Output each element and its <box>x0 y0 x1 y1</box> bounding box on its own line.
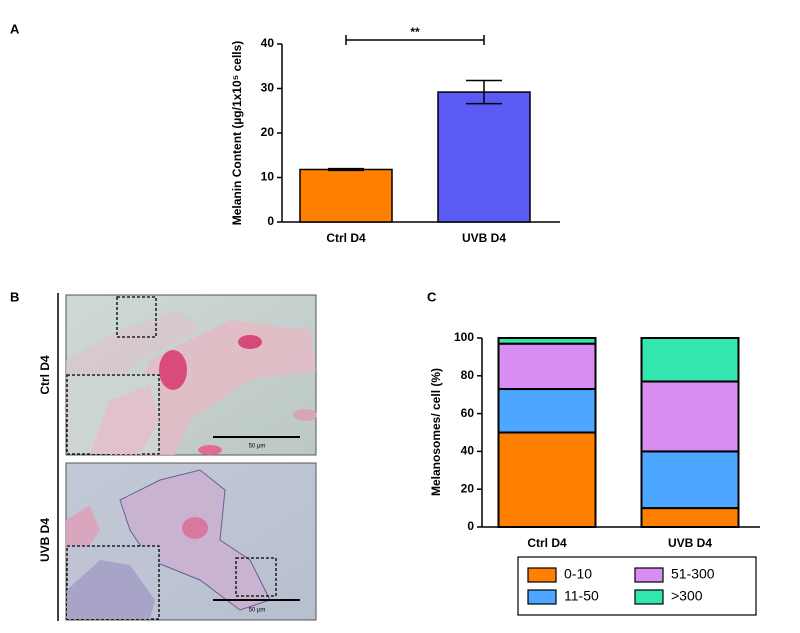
legend-swatch <box>527 589 557 605</box>
micrograph: 50 µm <box>65 462 317 621</box>
bar-segment <box>497 337 597 345</box>
x-tick-label: UVB D4 <box>462 231 506 245</box>
bar-segment <box>497 342 597 391</box>
scale-label: 50 µm <box>249 444 266 450</box>
y-axis-title: Melanosomes/ cell (%) <box>429 368 443 496</box>
bar-segment <box>640 337 740 383</box>
y-tick-label: 40 <box>461 444 475 458</box>
cell <box>293 409 317 421</box>
legend-swatch <box>634 567 664 583</box>
y-tick-label: 0 <box>467 519 474 533</box>
bar-segment <box>640 450 740 510</box>
bar-segment <box>640 507 740 529</box>
legend-label: 0-10 <box>564 566 592 582</box>
error-bar <box>466 79 502 105</box>
bar-segment <box>640 380 740 453</box>
legend-swatch <box>527 567 557 583</box>
nucleus <box>182 517 208 539</box>
y-tick-label: 80 <box>461 368 475 382</box>
legend-frame <box>517 556 757 616</box>
bar-segment <box>497 388 597 434</box>
legend-swatch <box>634 589 664 605</box>
cell <box>90 385 159 454</box>
nucleus <box>238 335 262 349</box>
row-label: Ctrl D4 <box>38 355 52 395</box>
y-tick-label: 20 <box>461 481 475 495</box>
y-tick-label: 10 <box>261 170 275 184</box>
error-bar <box>328 167 364 172</box>
y-axis-title: Melanin Content (µg/1x10⁵ cells) <box>230 41 244 226</box>
x-tick-label: UVB D4 <box>668 536 712 550</box>
panel-label: C <box>427 289 437 304</box>
legend-label: >300 <box>671 588 703 604</box>
panel-label: A <box>10 21 20 36</box>
row-label: UVB D4 <box>38 518 52 562</box>
cell <box>67 560 155 619</box>
scale-label: 50 µm <box>249 608 266 614</box>
y-tick-label: 30 <box>261 81 275 95</box>
legend-label: 51-300 <box>671 566 715 582</box>
micrograph: 50 µm <box>65 294 317 456</box>
bar <box>437 91 531 223</box>
panel-label: B <box>10 289 19 304</box>
nucleus <box>159 350 187 390</box>
y-tick-label: 40 <box>261 36 275 50</box>
significance-label: ** <box>410 25 420 39</box>
bar <box>299 168 393 223</box>
bar-segment <box>497 431 597 528</box>
y-tick-label: 0 <box>267 214 274 228</box>
y-tick-label: 20 <box>261 125 275 139</box>
x-tick-label: Ctrl D4 <box>527 536 567 550</box>
cell <box>110 320 316 455</box>
inset-box <box>235 557 277 597</box>
nucleus <box>198 445 222 455</box>
inset-box <box>116 296 157 338</box>
legend-label: 11-50 <box>564 588 599 604</box>
y-tick-label: 100 <box>454 330 474 344</box>
y-tick-label: 60 <box>461 406 475 420</box>
x-tick-label: Ctrl D4 <box>326 231 366 245</box>
